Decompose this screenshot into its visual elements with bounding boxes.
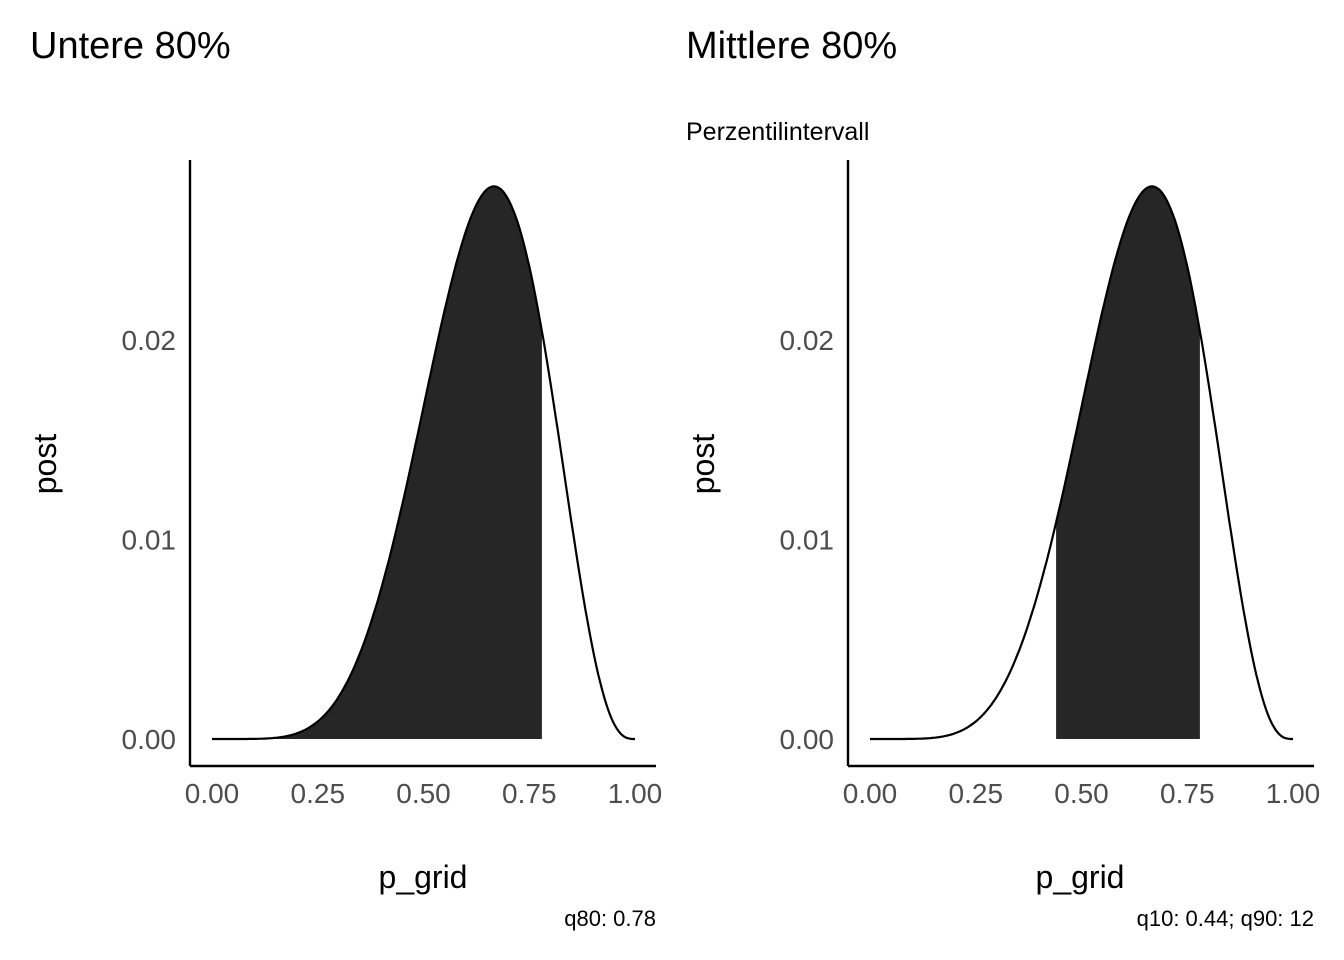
chart-panel-lower-80: Untere 80% 0.00 0.25 0.50 0.75 1.00 0.00 0.01 0… xyxy=(27,25,663,931)
chart-caption: q10: 0.44; q90: 12 xyxy=(1137,906,1314,931)
density-line xyxy=(212,185,635,741)
x-tick-label: 0.00 xyxy=(843,778,898,809)
x-tick-label: 0.50 xyxy=(396,778,451,809)
x-tick-label: 0.25 xyxy=(949,778,1004,809)
chart-subtitle: Perzentilintervall xyxy=(686,118,869,146)
shaded-interval-area xyxy=(1056,186,1200,739)
density-line xyxy=(870,185,1293,741)
y-tick-label: 0.01 xyxy=(122,525,177,556)
chart-title: Untere 80% xyxy=(30,25,231,67)
x-tick-label: 1.00 xyxy=(1266,778,1321,809)
chart-middle-80: Mittlere 80% Perzentilintervall 0.00 0.25… xyxy=(685,25,1321,931)
x-axis-label: p_grid xyxy=(1036,859,1125,895)
x-tick-label: 1.00 xyxy=(608,778,663,809)
chart-caption: q80: 0.78 xyxy=(564,906,656,931)
x-tick-label: 0.00 xyxy=(185,778,240,809)
plot-area: 0.00 0.25 0.50 0.75 1.00 0.00 0.01 0.02 xyxy=(780,160,1321,809)
x-tick-label: 0.75 xyxy=(502,778,557,809)
shaded-interval-area xyxy=(212,186,542,739)
x-axis-label: p_grid xyxy=(379,859,468,895)
y-tick-label: 0.00 xyxy=(780,724,835,755)
plot-area: 0.00 0.25 0.50 0.75 1.00 0.00 0.01 0.02 xyxy=(122,160,663,809)
y-tick-label: 0.02 xyxy=(780,325,835,356)
y-axis-label: post xyxy=(27,434,63,495)
chart-lower-80: Untere 80% 0.00 0.25 0.50 0.75 1.000.000.010… xyxy=(27,25,663,931)
y-tick-label: 0.02 xyxy=(122,325,177,356)
x-tick-label: 0.50 xyxy=(1054,778,1109,809)
chart-panel-middle-80: Mittlere 80% Perzentilintervall 0.00 0.25… xyxy=(658,0,1330,960)
y-tick-label: 0.00 xyxy=(122,724,177,755)
x-tick-label: 0.75 xyxy=(1160,778,1215,809)
y-tick-label: 0.01 xyxy=(780,525,835,556)
x-tick-label: 0.25 xyxy=(291,778,346,809)
chart-title: Mittlere 80% xyxy=(686,25,897,67)
y-axis-label: post xyxy=(685,434,721,495)
